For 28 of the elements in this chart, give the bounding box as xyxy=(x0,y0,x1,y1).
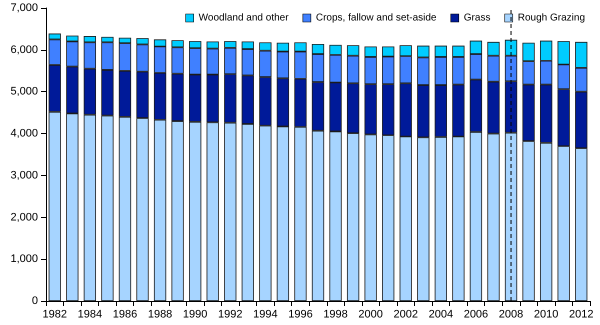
x-tick-label: 2008 xyxy=(498,308,524,320)
x-tick-label: 1992 xyxy=(218,308,242,320)
y-tick-label: 3,000 xyxy=(10,169,38,182)
x-tick-label: 2010 xyxy=(534,308,558,320)
y-tick-label: 2,000 xyxy=(10,211,38,224)
y-tick-label: 0 xyxy=(32,295,38,307)
x-tick-label: 1982 xyxy=(42,308,68,320)
x-tick-label: 2004 xyxy=(428,308,454,320)
legend-label: Grass xyxy=(464,12,490,24)
x-tick-label: 1990 xyxy=(182,308,208,320)
x-tick-label: 1986 xyxy=(112,308,138,320)
x-tick-label: 2006 xyxy=(464,308,488,320)
x-tick-label: 1998 xyxy=(323,308,348,320)
y-tick-label: 6,000 xyxy=(10,44,38,56)
y-tick-label: 1,000 xyxy=(10,253,38,266)
y-tick-label: 7,000 xyxy=(10,2,38,14)
x-tick-label: 1988 xyxy=(148,308,172,320)
x-tick-label: 1994 xyxy=(253,308,278,320)
x-tick-label: 2002 xyxy=(394,308,418,320)
x-tick-label: 2012 xyxy=(568,308,594,320)
legend-label: Woodland and other xyxy=(198,12,290,24)
legend-label: Crops, fallow and set-aside xyxy=(316,12,437,24)
y-tick-label: 5,000 xyxy=(10,86,38,98)
legend-label: Rough Grazing xyxy=(518,12,586,24)
y-tick-label: 4,000 xyxy=(10,128,38,140)
x-tick-label: 2000 xyxy=(358,308,383,320)
x-tick-label: 1996 xyxy=(288,308,313,320)
x-tick-label: 1984 xyxy=(78,308,102,320)
